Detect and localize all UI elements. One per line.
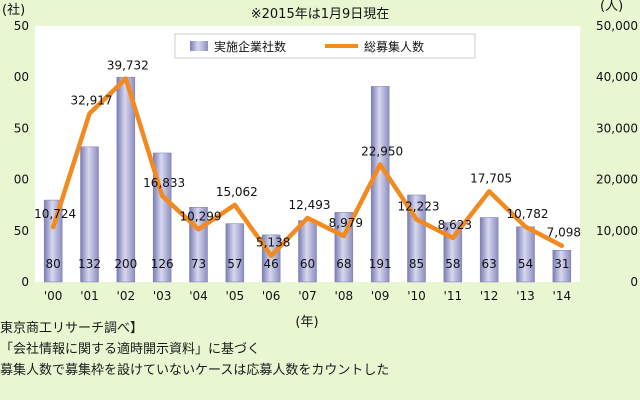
bar-'00 [43,199,63,283]
bar-value-label: 58 [445,257,460,271]
left-tick-label: 0 [21,275,29,289]
legend-bar-swatch [190,41,208,51]
right-tick-label: 30,000 [596,121,638,135]
line-value-label: 15,062 [216,185,258,199]
source-notes: 東京商工リサーチ調べ】 「会社情報に関する適時開示資料」に基づく 募集人数で募集… [0,318,640,381]
bar-'02 [116,76,136,283]
line-value-label: 7,098 [547,226,581,240]
bar-value-label: 63 [482,257,497,271]
bar-value-label: 191 [369,257,392,271]
line-point-'11 [450,235,455,240]
bar-'07 [298,220,317,283]
legend-bar-label: 実施企業社数 [214,39,286,54]
line-value-label: 5,138 [256,236,290,250]
left-tick-label: 00 [14,173,29,187]
line-value-label: 12,223 [398,199,440,213]
line-point-'07 [305,216,310,221]
line-point-'03 [160,193,165,198]
legend: 実施企業社数 総募集人数 [174,33,476,59]
line-value-label: 10,724 [34,207,76,221]
note-source: 東京商工リサーチ調べ】 [0,321,144,336]
left-tick-label: 50 [14,121,29,135]
bar-value-label: 68 [336,257,351,271]
left-tick-label: 00 [14,70,29,84]
legend-line-label: 総募集人数 [364,39,424,54]
x-tick-label: '04 [189,289,208,303]
x-tick-label: '11 [444,289,463,303]
x-tick-label: '10 [407,289,426,303]
x-tick-label: '07 [298,289,317,303]
line-point-'00 [51,225,56,230]
x-axis-unit: (年) [295,315,318,330]
line-point-'14 [559,243,564,248]
line-value-label: 32,917 [71,93,113,107]
bar-'09 [370,86,390,283]
bar-value-label: 46 [264,257,279,271]
x-tick-label: '03 [153,289,172,303]
bar-'14 [552,250,572,283]
right-tick-label: 50,000 [596,19,638,33]
line-value-label: 16,833 [143,176,185,190]
bar-value-label: 85 [409,257,424,271]
bar-value-label: 132 [78,257,101,271]
x-tick-label: '02 [117,289,136,303]
bar-value-label: 31 [554,257,569,271]
line-value-label: 8,623 [438,218,472,232]
bar-'12 [479,217,499,283]
note-basis: 「会社情報に関する適時開示資料」に基づく [0,342,261,357]
right-axis-unit: (人) [600,0,623,14]
right-tick-label: 20,000 [596,173,638,187]
right-tick-label: 0 [630,275,638,289]
line-point-'04 [196,227,201,232]
left-axis-unit: (社) [2,2,25,18]
line-point-'01 [87,111,92,116]
header-note: ※2015年は1月9日現在 [251,7,390,22]
line-point-'02 [123,76,128,81]
line-value-label: 10,299 [180,209,222,223]
bar-'13 [516,226,535,283]
line-point-'13 [523,224,528,229]
bar-'05 [225,223,245,283]
line-value-label: 12,493 [289,198,331,212]
bar-'10 [407,194,426,283]
x-tick-label: '06 [262,289,281,303]
x-tick-label: '00 [44,289,63,303]
right-tick-label: 40,000 [596,70,638,84]
x-tick-label: '08 [335,289,354,303]
bar-value-label: 73 [191,257,206,271]
x-tick-label: '01 [80,289,99,303]
line-point-'06 [269,253,274,258]
bar-value-label: 126 [151,257,174,271]
bar-value-label: 60 [300,257,315,271]
line-point-'08 [341,234,346,239]
note-counting: 募集人数で募集枠を設けていないケースは応募人数をカウントした [0,363,390,378]
line-value-label: 10,782 [507,207,549,221]
line-point-'05 [232,202,237,207]
line-value-label: 17,705 [470,171,512,185]
line-point-'10 [414,217,419,222]
x-tick-label: '05 [226,289,245,303]
line-point-'09 [378,162,383,167]
line-point-'12 [487,189,492,194]
x-tick-label: '12 [480,289,499,303]
x-tick-label: '13 [516,289,535,303]
line-value-label: 8,979 [329,216,363,230]
bar-value-label: 80 [46,257,61,271]
left-tick-label: 50 [14,19,29,33]
line-value-label: 22,950 [361,144,403,158]
right-tick-label: 10,000 [596,224,638,238]
bar-value-label: 200 [114,257,137,271]
bar-'01 [80,146,99,283]
left-tick-label: 50 [14,224,29,238]
x-tick-label: '09 [371,289,390,303]
bar-value-label: 57 [227,257,242,271]
line-value-label: 39,732 [107,59,149,73]
bar-value-label: 54 [518,257,533,271]
x-tick-label: '14 [553,289,572,303]
